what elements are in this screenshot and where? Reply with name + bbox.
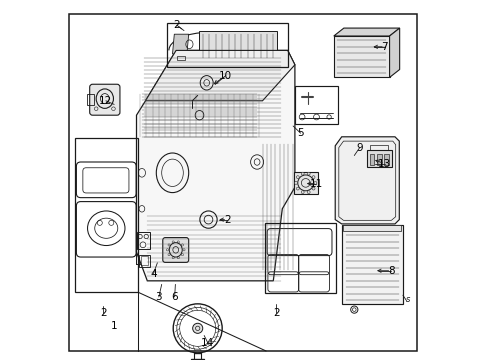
Bar [343,225,400,231]
Bar [139,255,149,267]
Bar [366,150,391,167]
Text: 5: 5 [297,128,304,138]
Polygon shape [145,50,294,101]
Text: 4: 4 [150,269,157,279]
Text: 3: 3 [155,292,162,302]
Bar [369,154,374,165]
Text: 2: 2 [173,20,180,30]
FancyBboxPatch shape [163,238,188,262]
Text: 10: 10 [219,71,232,81]
FancyBboxPatch shape [193,71,219,96]
Polygon shape [172,34,188,54]
Text: s: s [405,296,409,305]
Polygon shape [136,50,294,281]
Bar [384,154,388,165]
Text: 12: 12 [99,96,112,106]
Text: 2: 2 [100,308,106,318]
Ellipse shape [296,187,299,190]
Bar [177,56,185,60]
Bar [333,36,389,77]
Ellipse shape [192,323,203,333]
Ellipse shape [301,172,304,175]
Text: 6: 6 [171,292,178,302]
Ellipse shape [313,181,316,184]
Ellipse shape [301,191,304,194]
FancyBboxPatch shape [89,84,120,115]
Ellipse shape [311,176,314,179]
Text: 7: 7 [381,42,387,52]
Bar [141,256,148,265]
Text: 11: 11 [309,179,323,189]
Bar [265,223,335,293]
Bar [167,23,287,67]
Bar [370,145,387,150]
Bar [294,86,337,124]
Bar [341,225,402,304]
Text: 2: 2 [272,308,279,318]
Ellipse shape [311,187,314,190]
Text: 13: 13 [378,159,391,169]
Ellipse shape [296,176,299,179]
Text: 8: 8 [387,266,394,276]
Polygon shape [333,28,399,36]
Bar [136,232,150,249]
Ellipse shape [294,181,297,184]
Polygon shape [389,28,399,77]
Text: 14: 14 [201,338,214,348]
Polygon shape [199,31,276,60]
Text: 1: 1 [111,321,117,331]
Text: 2: 2 [224,215,230,225]
Bar [294,172,317,194]
Bar [87,94,94,105]
Ellipse shape [306,172,309,175]
Ellipse shape [306,191,309,194]
Bar [376,154,381,165]
Polygon shape [335,137,399,224]
Text: 9: 9 [356,143,362,153]
Bar [75,138,138,292]
